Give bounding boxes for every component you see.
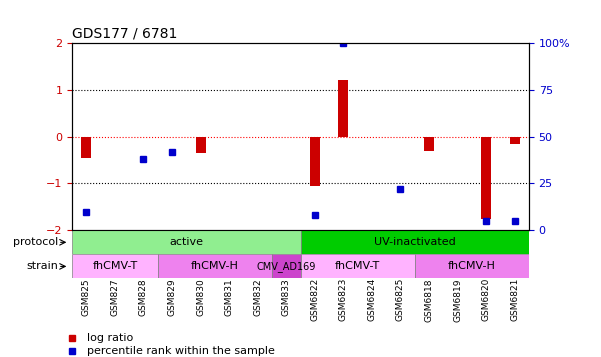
Text: fhCMV-H: fhCMV-H	[448, 261, 496, 271]
Bar	[510, 137, 520, 144]
Text: strain: strain	[26, 261, 58, 271]
Text: protocol: protocol	[13, 237, 58, 247]
FancyBboxPatch shape	[272, 254, 300, 278]
FancyBboxPatch shape	[300, 230, 529, 254]
Text: fhCMV-T: fhCMV-T	[335, 261, 380, 271]
Text: log ratio: log ratio	[87, 333, 133, 343]
FancyBboxPatch shape	[300, 254, 415, 278]
FancyBboxPatch shape	[72, 254, 157, 278]
Bar	[338, 80, 349, 137]
Bar	[81, 137, 91, 158]
FancyBboxPatch shape	[157, 254, 272, 278]
Text: fhCMV-H: fhCMV-H	[191, 261, 239, 271]
Bar	[195, 137, 206, 153]
Text: percentile rank within the sample: percentile rank within the sample	[87, 346, 275, 356]
Bar	[424, 137, 434, 151]
Text: CMV_AD169: CMV_AD169	[257, 261, 316, 272]
FancyBboxPatch shape	[415, 254, 529, 278]
Bar	[481, 137, 491, 218]
Text: fhCMV-T: fhCMV-T	[93, 261, 138, 271]
Text: UV-inactivated: UV-inactivated	[374, 237, 456, 247]
Text: GDS177 / 6781: GDS177 / 6781	[72, 26, 177, 40]
Text: active: active	[169, 237, 203, 247]
Bar	[310, 137, 320, 186]
FancyBboxPatch shape	[72, 230, 300, 254]
